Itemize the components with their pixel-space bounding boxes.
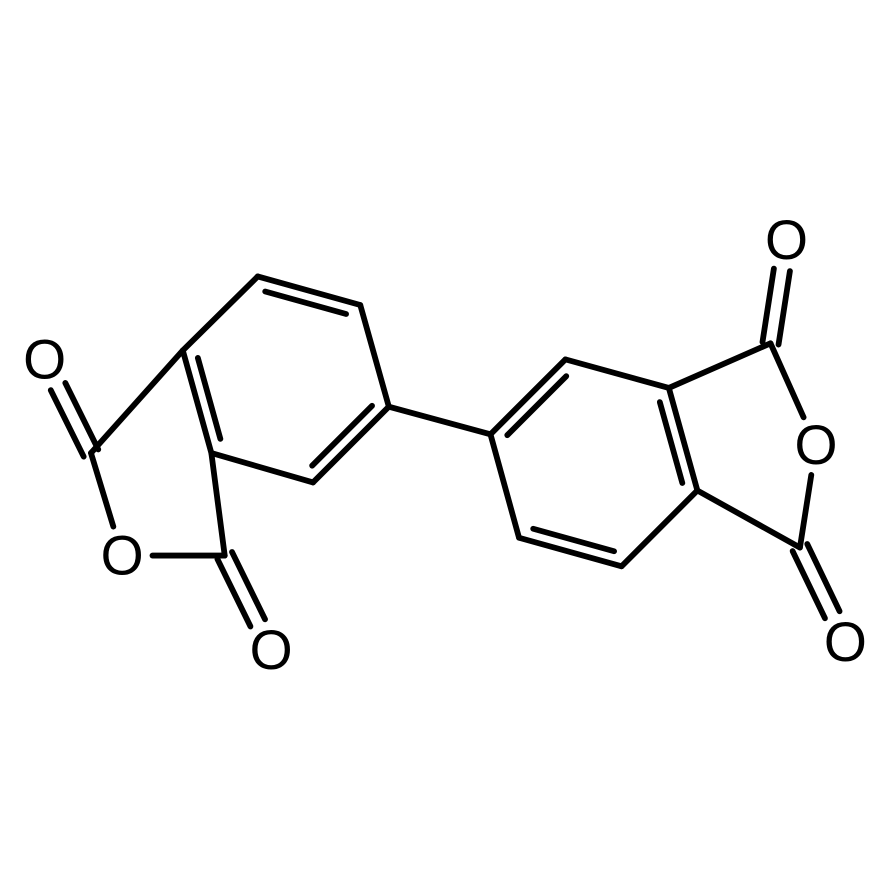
bond-line — [217, 559, 250, 626]
bond-line — [697, 490, 800, 547]
bond-line — [565, 359, 668, 388]
bond-line — [211, 453, 224, 556]
bond-line — [91, 350, 183, 453]
atom-label-O: O — [101, 525, 144, 587]
bond-line — [65, 383, 98, 449]
bond-line — [232, 552, 265, 619]
atom-label-O: O — [794, 414, 837, 476]
bond-line — [360, 305, 389, 407]
bond-line — [807, 544, 839, 611]
bond-line — [490, 359, 565, 434]
bond-line — [779, 271, 790, 344]
bond-line — [793, 551, 825, 618]
bond-line — [771, 343, 804, 417]
molecule-svg: O O O O O O — [0, 0, 890, 890]
atom-label-O: O — [765, 209, 808, 271]
bond-line — [622, 490, 698, 566]
bond-line — [91, 453, 113, 527]
atom-label-O: O — [23, 328, 66, 390]
bond-line — [490, 434, 519, 537]
bond-line — [211, 453, 313, 482]
bond-line — [800, 475, 811, 548]
molecule-diagram: O O O O O O — [0, 0, 890, 890]
bond-line — [389, 407, 491, 435]
atom-label-O: O — [824, 611, 867, 673]
atom-label-O: O — [250, 619, 293, 681]
bond-line — [762, 269, 773, 342]
bond-line — [183, 276, 258, 350]
bond-line — [669, 343, 771, 388]
bond-line — [313, 407, 389, 483]
bond-line — [51, 390, 84, 456]
